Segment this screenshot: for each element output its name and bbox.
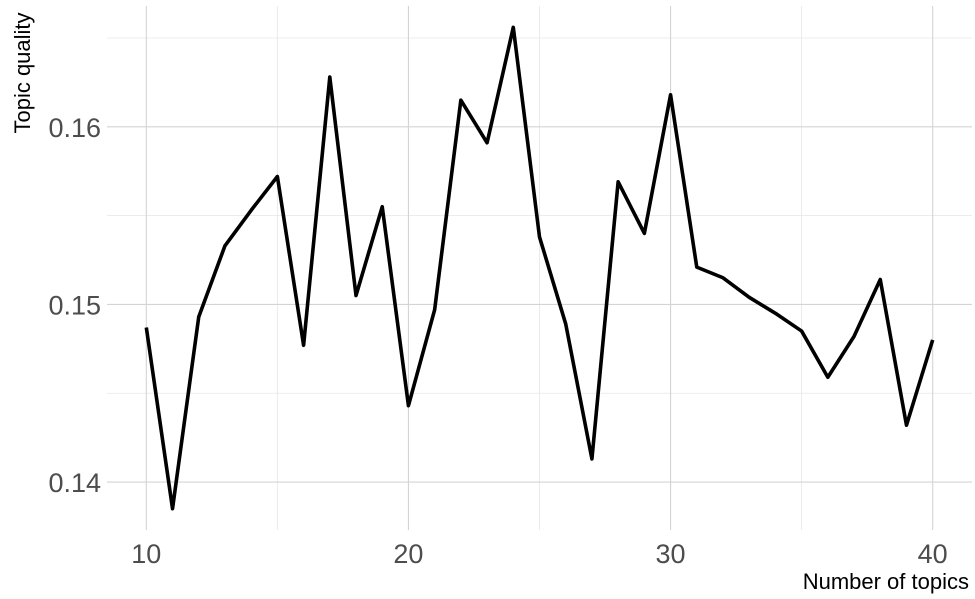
x-axis-title: Number of topics bbox=[803, 569, 969, 594]
series-layer bbox=[144, 25, 935, 511]
y-axis-title: Topic quality bbox=[10, 12, 35, 133]
major-gridlines bbox=[107, 6, 972, 530]
y-tick-label: 0.16 bbox=[48, 113, 101, 143]
tick-labels: 10 20 30 40 0.14 0.15 0.16 bbox=[48, 113, 947, 569]
x-tick-label: 10 bbox=[131, 539, 161, 569]
series-line bbox=[144, 25, 935, 511]
x-tick-label: 40 bbox=[918, 539, 948, 569]
y-tick-label: 0.14 bbox=[48, 468, 101, 498]
x-tick-label: 30 bbox=[656, 539, 686, 569]
minor-gridlines bbox=[107, 6, 972, 530]
y-tick-label: 0.15 bbox=[48, 290, 101, 320]
x-tick-label: 20 bbox=[393, 539, 423, 569]
